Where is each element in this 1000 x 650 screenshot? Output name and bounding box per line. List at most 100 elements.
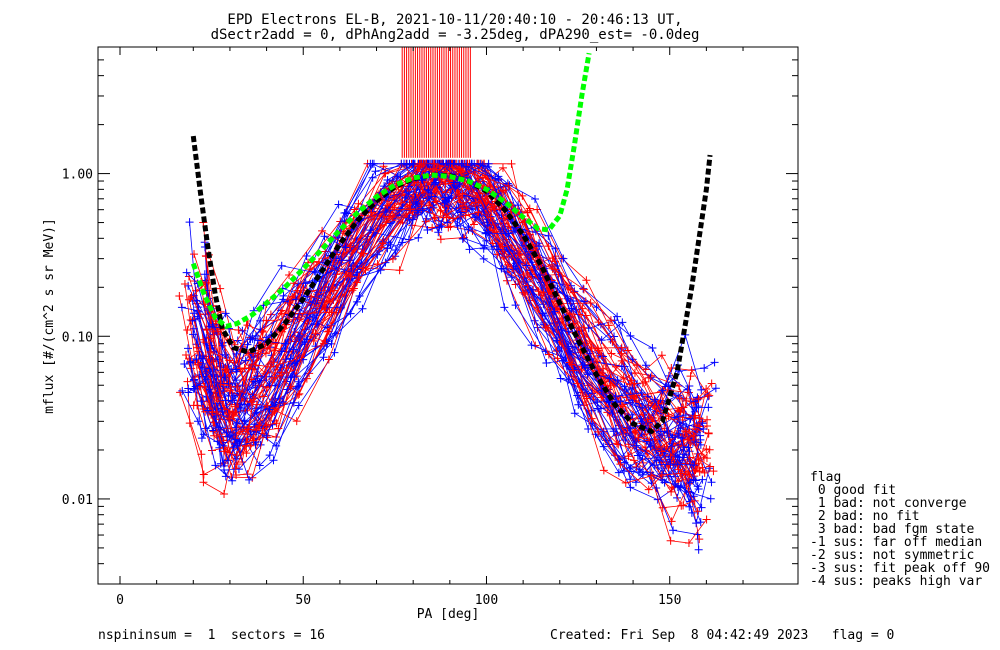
data-point [440,193,449,202]
data-point [693,507,702,516]
data-point [395,266,404,275]
data-point [542,358,551,367]
data-point [406,205,415,214]
data-point [511,280,520,289]
data-point [228,430,237,439]
data-point [538,309,547,318]
data-point [270,373,279,382]
data-point [504,229,513,238]
data-point [690,461,699,470]
data-point [697,385,706,394]
footer-left: nspininsum = 1 sectors = 16 [98,628,325,643]
data-point [219,441,228,450]
data-point [282,364,291,373]
data-point [189,384,198,393]
data-point [200,270,209,279]
data-point [393,172,402,181]
legend-entry: 1 bad: not converge [810,496,967,511]
data-point [707,478,716,487]
data-point [252,408,261,417]
data-point [703,415,712,424]
data-point [694,395,703,404]
data-point [219,461,228,470]
data-point [586,299,595,308]
data-point [700,468,709,477]
data-point [687,366,696,375]
data-point [628,383,637,392]
data-point [500,253,509,262]
data-point [710,358,719,367]
data-point [441,177,450,186]
data-point [428,223,437,232]
data-point [671,479,680,488]
data-point [281,339,290,348]
data-point [502,264,511,273]
data-point [637,389,646,398]
x-tick-label: 100 [475,593,498,608]
data-point [644,401,653,410]
data-point [250,409,259,418]
data-point [221,373,230,382]
data-point [518,191,527,200]
legend-entry: -1 sus: far off median [810,535,982,550]
legend: flag 0 good fit 1 bad: not converge 2 ba… [810,470,990,589]
data-point [244,364,253,373]
data-point [484,159,493,168]
data-point [247,398,256,407]
data-point [184,388,193,397]
data-point [199,430,208,439]
data-point [621,478,630,487]
data-point [180,279,189,288]
data-point [224,456,233,465]
data-point [621,436,630,445]
data-point [430,159,439,168]
data-point [246,335,255,344]
data-point [192,354,201,363]
data-point [253,336,262,345]
data-point [660,478,669,487]
data-point [670,413,679,422]
data-point [697,503,706,512]
data-point [616,397,625,406]
data-point [691,476,700,485]
data-point [294,381,303,390]
data-point [569,366,578,375]
data-point [346,309,355,318]
data-point [666,460,675,469]
data-point [180,359,189,368]
data-point [456,165,465,174]
data-point [630,379,639,388]
data-point [359,249,368,258]
data-point [311,268,320,277]
data-point [191,356,200,365]
data-point [240,400,249,409]
data-point [499,214,508,223]
data-point [319,339,328,348]
data-point [489,205,498,214]
data-point [423,226,432,235]
data-point [674,465,683,474]
data-point [186,357,195,366]
data-point [376,266,385,275]
data-point [620,362,629,371]
data-point [346,272,355,281]
data-point [658,386,667,395]
data-point [178,386,187,395]
data-point [187,292,196,301]
data-point [597,336,606,345]
data-point [367,208,376,217]
data-point [652,483,661,492]
data-point [320,232,329,241]
data-point [541,323,550,332]
data-point [235,364,244,373]
data-point [185,419,194,428]
data-point [258,392,267,401]
data-point [232,460,241,469]
data-point [190,250,199,259]
data-point [626,391,635,400]
data-point [272,441,281,450]
data-point [272,419,281,428]
data-point [692,403,701,412]
data-point [229,411,238,420]
